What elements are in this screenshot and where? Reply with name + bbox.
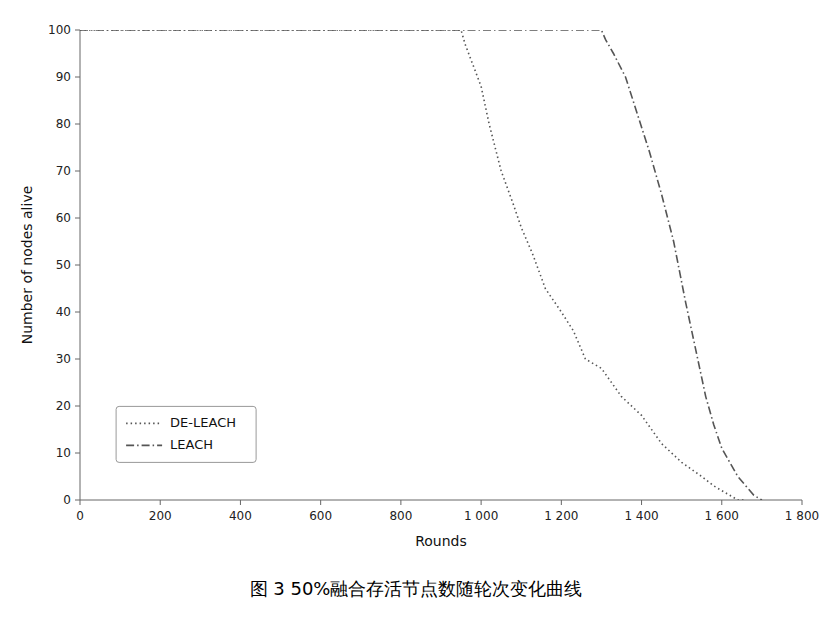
- legend-swatch: [126, 445, 162, 447]
- series-group: [80, 30, 762, 500]
- x-axis: [80, 500, 802, 501]
- series-line: [80, 30, 746, 500]
- y-tick-label: 20: [56, 399, 71, 413]
- y-tick-label: 0: [63, 493, 71, 507]
- y-axis-label: Number of nodes alive: [19, 186, 35, 345]
- y-tick: [75, 406, 80, 407]
- y-tick-label: 30: [56, 352, 71, 366]
- x-tick: [240, 500, 241, 505]
- y-tick-label: 80: [56, 117, 71, 131]
- x-tick: [802, 500, 803, 505]
- legend-swatch: [126, 423, 162, 425]
- y-tick-label: 100: [48, 23, 71, 37]
- y-tick: [75, 30, 80, 31]
- x-tick-label: 800: [389, 509, 412, 523]
- y-tick: [75, 171, 80, 172]
- x-tick-label: 1 600: [705, 509, 739, 523]
- x-tick: [320, 500, 321, 505]
- y-tick-label: 40: [56, 305, 71, 319]
- x-axis-label: Rounds: [415, 533, 467, 549]
- x-tick: [80, 500, 81, 505]
- x-tick-label: 1 200: [544, 509, 578, 523]
- x-tick-label: 1 000: [464, 509, 498, 523]
- y-tick-label: 10: [56, 446, 71, 460]
- caption: 图 3 50%融合存活节点数随轮次变化曲线: [250, 578, 583, 599]
- chart: 0 200 400 600 800 1 000 1 200 1 400 1 600 1 800 0 1…: [0, 0, 832, 629]
- y-tick: [75, 218, 80, 219]
- y-tick-label: 60: [56, 211, 71, 225]
- y-tick: [75, 312, 80, 313]
- y-tick-label: 50: [56, 258, 71, 272]
- x-tick: [400, 500, 401, 505]
- legend: DE-LEACH LEACH: [116, 406, 256, 462]
- x-tick-label: 400: [229, 509, 252, 523]
- x-tick-label: 1 400: [624, 509, 658, 523]
- y-tick: [75, 500, 80, 501]
- legend-label: DE-LEACH: [170, 415, 236, 430]
- x-tick: [160, 500, 161, 505]
- x-tick-label: 1 800: [785, 509, 819, 523]
- y-tick: [75, 453, 80, 454]
- y-tick-label: 90: [56, 70, 71, 84]
- x-tick: [641, 500, 642, 505]
- legend-label: LEACH: [170, 437, 213, 452]
- x-tick: [561, 500, 562, 505]
- x-tick: [481, 500, 482, 505]
- y-tick: [75, 265, 80, 266]
- x-tick-label: 600: [309, 509, 332, 523]
- x-tick-label: 200: [149, 509, 172, 523]
- y-tick: [75, 359, 80, 360]
- x-tick: [721, 500, 722, 505]
- y-tick-label: 70: [56, 164, 71, 178]
- series-line: [80, 30, 762, 500]
- legend-box: [116, 406, 256, 462]
- y-tick: [75, 77, 80, 78]
- y-tick: [75, 124, 80, 125]
- x-tick-label: 0: [76, 509, 84, 523]
